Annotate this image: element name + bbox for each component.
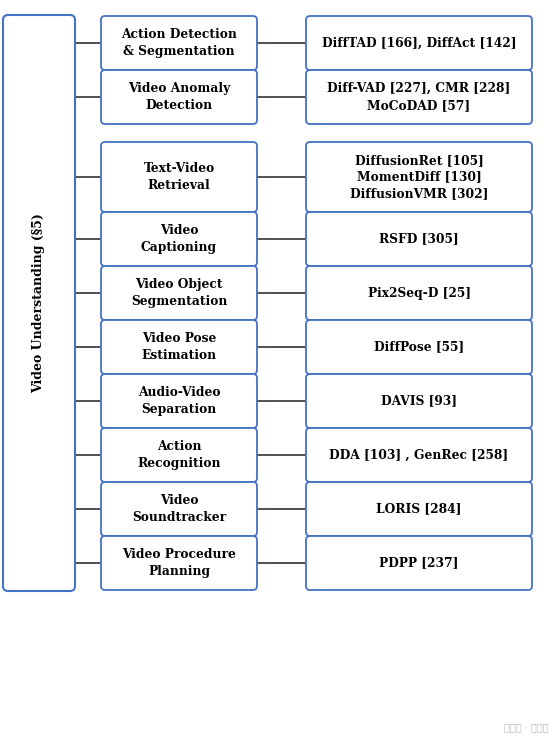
- FancyBboxPatch shape: [101, 482, 257, 536]
- FancyBboxPatch shape: [101, 142, 257, 212]
- FancyBboxPatch shape: [101, 70, 257, 124]
- Text: Action
Recognition: Action Recognition: [137, 440, 221, 470]
- FancyBboxPatch shape: [101, 428, 257, 482]
- Text: DDA [103] , GenRec [258]: DDA [103] , GenRec [258]: [329, 448, 508, 462]
- Text: Text-Video
Retrieval: Text-Video Retrieval: [143, 162, 214, 191]
- Text: Video Understanding (§5): Video Understanding (§5): [32, 213, 45, 393]
- Text: LORIS [284]: LORIS [284]: [376, 502, 461, 516]
- Text: DiffPose [55]: DiffPose [55]: [374, 341, 464, 353]
- FancyBboxPatch shape: [306, 70, 532, 124]
- FancyBboxPatch shape: [101, 374, 257, 428]
- Text: Video Object
Segmentation: Video Object Segmentation: [131, 278, 227, 308]
- FancyBboxPatch shape: [101, 536, 257, 590]
- Text: Action Detection
& Segmentation: Action Detection & Segmentation: [121, 28, 237, 58]
- FancyBboxPatch shape: [306, 16, 532, 70]
- FancyBboxPatch shape: [306, 536, 532, 590]
- FancyBboxPatch shape: [3, 15, 75, 591]
- FancyBboxPatch shape: [306, 428, 532, 482]
- FancyBboxPatch shape: [101, 266, 257, 320]
- Text: Video Procedure
Planning: Video Procedure Planning: [122, 548, 236, 578]
- Text: DiffTAD [166], DiffAct [142]: DiffTAD [166], DiffAct [142]: [322, 36, 516, 50]
- Text: Video Anomaly
Detection: Video Anomaly Detection: [128, 82, 230, 112]
- FancyBboxPatch shape: [101, 212, 257, 266]
- Text: Video Pose
Estimation: Video Pose Estimation: [142, 332, 217, 362]
- FancyBboxPatch shape: [306, 482, 532, 536]
- Text: PDPP [237]: PDPP [237]: [379, 556, 459, 570]
- FancyBboxPatch shape: [306, 266, 532, 320]
- Text: Pix2Seq-D [25]: Pix2Seq-D [25]: [367, 286, 470, 300]
- Text: Video
Soundtracker: Video Soundtracker: [132, 494, 226, 524]
- Text: DiffusionRet [105]
MomentDiff [130]
DiffusionVMR [302]: DiffusionRet [105] MomentDiff [130] Diff…: [350, 154, 488, 200]
- Text: Video
Captioning: Video Captioning: [141, 224, 217, 254]
- Text: Audio-Video
Separation: Audio-Video Separation: [138, 387, 220, 416]
- Text: DAVIS [93]: DAVIS [93]: [381, 395, 457, 407]
- FancyBboxPatch shape: [101, 16, 257, 70]
- FancyBboxPatch shape: [101, 320, 257, 374]
- Text: 公众号 · 量子位: 公众号 · 量子位: [503, 722, 548, 732]
- FancyBboxPatch shape: [306, 320, 532, 374]
- FancyBboxPatch shape: [306, 212, 532, 266]
- FancyBboxPatch shape: [306, 142, 532, 212]
- FancyBboxPatch shape: [306, 374, 532, 428]
- Text: Diff-VAD [227], CMR [228]
MoCoDAD [57]: Diff-VAD [227], CMR [228] MoCoDAD [57]: [328, 82, 511, 112]
- Text: RSFD [305]: RSFD [305]: [379, 232, 459, 246]
